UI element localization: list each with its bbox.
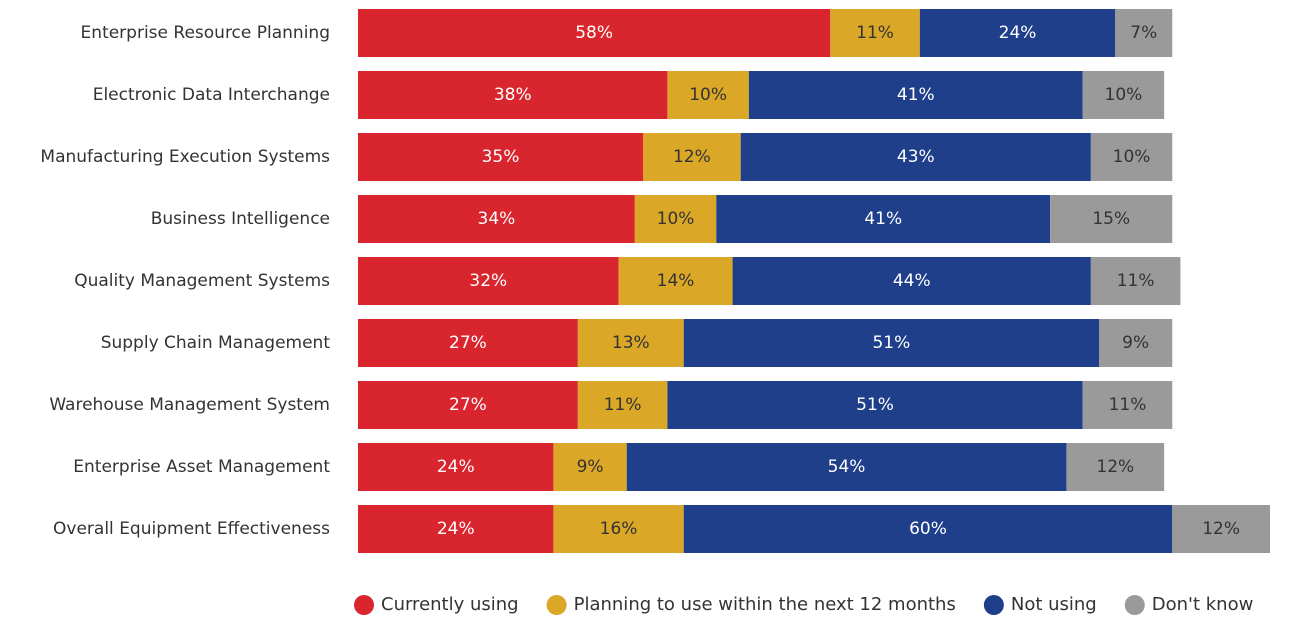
bar-segment xyxy=(626,443,1067,491)
value-label: 27% xyxy=(449,333,487,353)
bar-segment xyxy=(358,9,831,57)
value-label: 12% xyxy=(1202,519,1240,539)
value-label: 51% xyxy=(872,333,910,353)
legend-swatch xyxy=(546,595,567,615)
bar-segment xyxy=(667,381,1083,429)
bar-segment xyxy=(358,443,554,491)
bar-segment xyxy=(1082,381,1173,429)
bar-segment xyxy=(1090,257,1181,305)
value-label: 58% xyxy=(575,23,613,43)
value-label: 24% xyxy=(999,23,1037,43)
value-label: 43% xyxy=(897,147,935,167)
category-label: Manufacturing Execution Systems xyxy=(40,147,330,167)
bar-segment xyxy=(1050,195,1173,243)
bar-segment xyxy=(1082,71,1165,119)
bar-segment xyxy=(1099,319,1173,367)
value-label: 32% xyxy=(469,271,507,291)
bar-segment xyxy=(748,71,1083,119)
value-label: 27% xyxy=(449,395,487,415)
bar-segment xyxy=(716,195,1051,243)
value-label: 34% xyxy=(478,209,516,229)
value-label: 12% xyxy=(1096,457,1134,477)
bar-segment xyxy=(553,443,627,491)
bar-segment xyxy=(1115,9,1173,57)
value-label: 10% xyxy=(657,209,695,229)
bar-segment xyxy=(577,381,668,429)
bar-segment xyxy=(358,257,619,305)
value-label: 12% xyxy=(673,147,711,167)
bar-segment xyxy=(1066,443,1165,491)
legend-label: Currently using xyxy=(381,594,519,615)
bar-segment xyxy=(732,257,1091,305)
bar-segment xyxy=(740,133,1091,181)
value-label: 24% xyxy=(437,519,475,539)
value-label: 51% xyxy=(856,395,894,415)
legend-label: Not using xyxy=(1011,594,1097,615)
legend-swatch xyxy=(983,595,1004,615)
value-label: 7% xyxy=(1130,23,1157,43)
bar-segment xyxy=(1090,133,1173,181)
value-label: 60% xyxy=(909,519,947,539)
bar-segment xyxy=(830,9,920,57)
value-label: 13% xyxy=(612,333,650,353)
value-label: 10% xyxy=(1113,147,1151,167)
value-label: 11% xyxy=(1117,271,1155,291)
legend-swatch xyxy=(354,595,374,615)
category-label: Business Intelligence xyxy=(151,209,330,229)
value-label: 35% xyxy=(482,147,520,167)
legend-label: Don't know xyxy=(1152,594,1254,615)
bar-segment xyxy=(553,505,684,553)
bar-segment xyxy=(358,381,578,429)
value-label: 11% xyxy=(856,23,894,43)
value-label: 44% xyxy=(893,271,931,291)
bar-segment xyxy=(683,319,1099,367)
value-label: 24% xyxy=(437,457,475,477)
bar-segment xyxy=(618,257,733,305)
bar-segment xyxy=(1172,505,1270,553)
value-label: 38% xyxy=(494,85,532,105)
value-label: 9% xyxy=(577,457,604,477)
category-label: Warehouse Management System xyxy=(49,395,330,415)
value-label: 41% xyxy=(897,85,935,105)
value-label: 10% xyxy=(1105,85,1143,105)
category-label: Enterprise Asset Management xyxy=(73,457,330,477)
bar-segment xyxy=(358,505,554,553)
bar-segment xyxy=(919,9,1116,57)
bar-segment xyxy=(358,195,635,243)
value-label: 15% xyxy=(1092,209,1130,229)
value-label: 14% xyxy=(657,271,695,291)
value-label: 54% xyxy=(828,457,866,477)
category-label: Quality Management Systems xyxy=(74,271,330,291)
category-label: Supply Chain Management xyxy=(101,333,331,353)
category-label: Overall Equipment Effectiveness xyxy=(53,519,330,539)
bar-segment xyxy=(634,195,717,243)
bar-segment xyxy=(643,133,741,181)
bar-segment xyxy=(358,319,578,367)
value-label: 10% xyxy=(689,85,727,105)
value-label: 41% xyxy=(864,209,902,229)
legend-label: Planning to use within the next 12 month… xyxy=(574,594,956,615)
bar-segment xyxy=(358,71,668,119)
category-label: Enterprise Resource Planning xyxy=(81,23,330,43)
value-label: 11% xyxy=(1109,395,1147,415)
value-label: 16% xyxy=(600,519,638,539)
bar-segment xyxy=(683,505,1173,553)
legend-swatch xyxy=(1124,595,1145,615)
bar-segment xyxy=(667,71,749,119)
bar-segment xyxy=(358,133,643,181)
bar-segment xyxy=(577,319,684,367)
value-label: 11% xyxy=(604,395,642,415)
category-label: Electronic Data Interchange xyxy=(93,85,330,105)
value-label: 9% xyxy=(1122,333,1149,353)
